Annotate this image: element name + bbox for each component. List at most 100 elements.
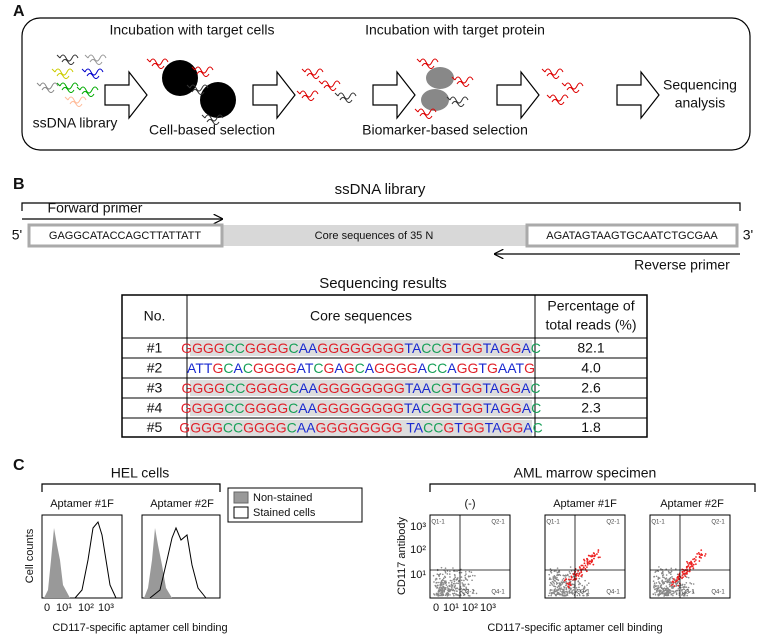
highlight	[190, 400, 532, 416]
cell-dot	[567, 578, 570, 581]
cell-dot	[455, 582, 458, 584]
cell-dot	[439, 594, 441, 597]
cell-dot	[682, 576, 684, 579]
cell-dot	[456, 578, 459, 581]
cell-dot	[683, 585, 685, 588]
cell-dot	[446, 586, 449, 588]
cell-dot	[704, 554, 706, 557]
step-caption: Sequencing	[663, 77, 737, 93]
cell-dot	[687, 586, 690, 589]
block-arrow	[104, 70, 148, 120]
cell-dot	[550, 582, 553, 585]
cell-dot	[586, 566, 588, 569]
cell-dot	[668, 583, 671, 586]
cell-dot	[561, 579, 564, 581]
cell-dot	[658, 566, 660, 568]
cell-dot	[454, 583, 456, 585]
group-title: AML marrow specimen	[514, 465, 657, 481]
cell-dot	[569, 566, 572, 568]
cell-dot	[672, 594, 674, 597]
cell-dot	[443, 589, 445, 591]
aptamer	[81, 68, 104, 79]
cell-dot	[688, 591, 691, 594]
cell-dot	[471, 574, 474, 577]
cell-dot	[676, 573, 679, 576]
aptamer	[541, 68, 564, 79]
cell-dot	[555, 570, 557, 572]
quadrant-label: Q3-1	[461, 590, 475, 596]
cell-dot	[555, 590, 558, 592]
cell-dot	[444, 588, 447, 590]
cell-dot	[554, 576, 557, 578]
cell-dot	[556, 578, 559, 581]
cell-dot	[662, 574, 665, 576]
cell-dot	[565, 584, 568, 586]
x-axis-label: CD117-specific aptamer cell binding	[52, 622, 227, 634]
cell-dot	[451, 584, 454, 587]
aptamer	[76, 86, 99, 97]
cell-dot	[689, 582, 691, 584]
cell-dot	[553, 592, 555, 595]
cell-dot	[580, 571, 583, 574]
cell-dot	[465, 586, 467, 589]
aptamer	[546, 94, 569, 105]
cell-dot	[653, 582, 656, 584]
primer-box	[27, 223, 224, 248]
cell-dot	[449, 570, 451, 573]
cell-dot	[442, 585, 445, 588]
cell-dot	[553, 590, 556, 593]
cell-dot	[575, 587, 578, 589]
cell-dot	[576, 589, 578, 591]
cell-dot	[665, 580, 667, 583]
cell-dot	[663, 589, 666, 592]
cell-dot	[565, 587, 568, 589]
cell-dot	[666, 587, 669, 590]
cell-dot	[684, 575, 687, 578]
cell-dot	[589, 562, 591, 565]
histogram-unstained	[44, 528, 70, 598]
cell-dot	[553, 585, 556, 588]
cell-dot	[672, 581, 675, 584]
cell-dot	[572, 583, 575, 586]
cell-dot	[657, 585, 660, 587]
cell-dot	[443, 580, 446, 582]
cell-dot	[580, 564, 583, 567]
cell-dot	[557, 593, 560, 595]
cell-dot	[665, 574, 668, 576]
cell-dot	[671, 576, 673, 578]
cell-dot	[447, 593, 450, 595]
x-tick-label: 10³	[98, 602, 114, 614]
cell-dot	[692, 591, 695, 594]
cell-dot	[657, 587, 660, 590]
cell-dot	[700, 549, 703, 552]
core-box	[222, 225, 527, 246]
cell-dot	[448, 582, 450, 584]
library-label: ssDNA library	[33, 115, 118, 131]
cell-dot	[438, 575, 440, 577]
cell-dot	[658, 592, 661, 594]
cell-dot	[572, 575, 575, 578]
cell-dot	[468, 570, 471, 573]
cell-dot	[675, 585, 678, 587]
cell	[200, 82, 236, 118]
protein	[421, 89, 449, 111]
cell-dot	[591, 554, 594, 557]
cell-dot	[694, 559, 697, 561]
cell-dot	[467, 583, 470, 586]
cell-dot	[556, 576, 558, 579]
cell-dot	[594, 554, 597, 557]
cell-dot	[654, 584, 656, 587]
cell-dot	[667, 578, 669, 581]
cell-dot	[586, 560, 589, 563]
cell-dot	[438, 587, 440, 590]
cell-dot	[457, 577, 459, 579]
cell-dot	[449, 594, 451, 596]
cell-dot	[692, 583, 695, 585]
cell-dot	[451, 587, 453, 589]
cell-dot	[564, 576, 567, 578]
cell-dot	[682, 572, 685, 575]
cell-dot	[587, 554, 590, 557]
aptamer	[446, 96, 469, 107]
cell-dot	[444, 570, 447, 573]
cell-dot	[654, 594, 657, 596]
